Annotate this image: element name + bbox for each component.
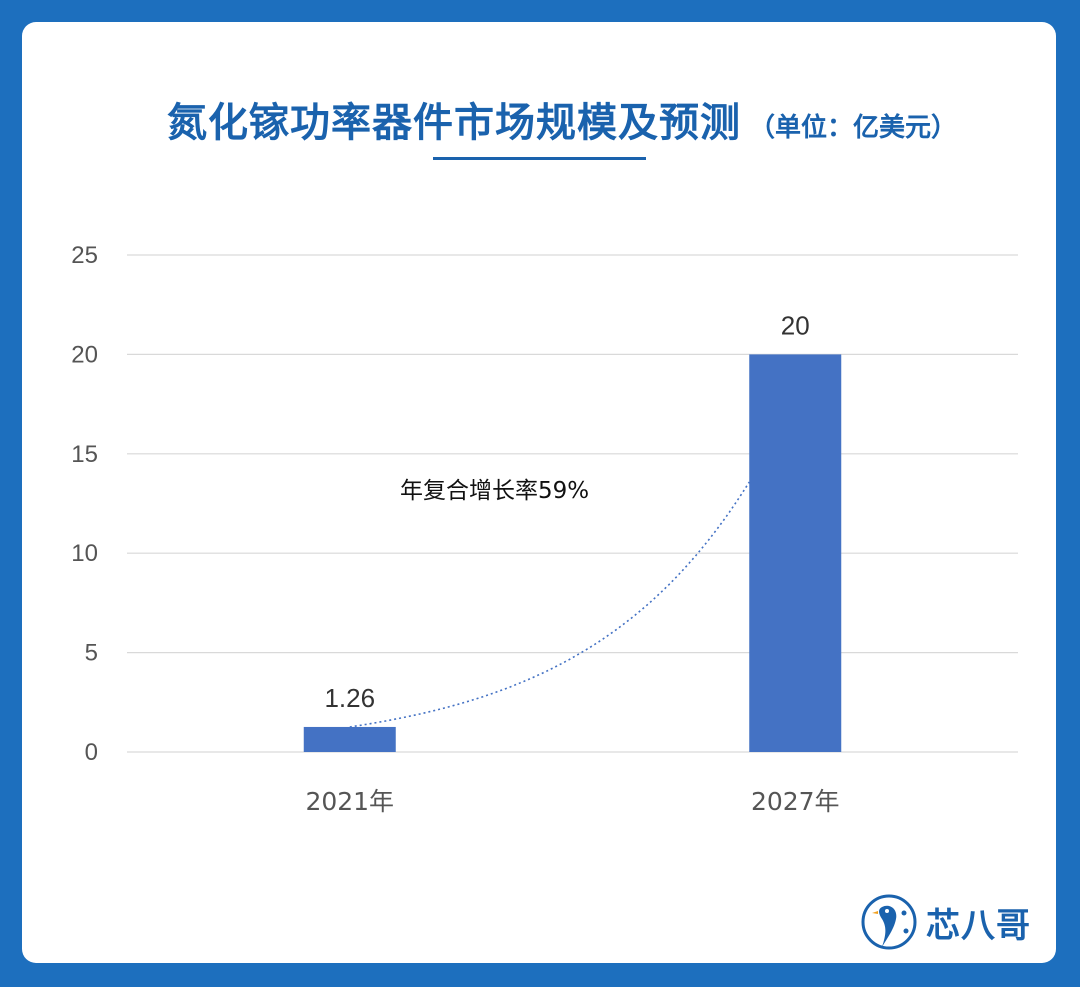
x-tick-label: 2027年 <box>751 787 840 816</box>
title-underline <box>433 157 646 160</box>
bar-chart: 0 5 10 15 20 25 1.26 2021年 20 2027年 年复合增长率59% <box>71 242 1018 816</box>
bar <box>303 726 396 752</box>
chart-unit: （单位：亿美元） <box>749 113 958 143</box>
y-tick-label: 10 <box>71 540 98 567</box>
chart-title-row: 氮化镓功率器件市场规模及预测 （单位：亿美元） <box>167 90 957 148</box>
brand-logo: 芯八哥 <box>860 890 1031 954</box>
y-tick-label: 0 <box>85 739 98 766</box>
x-tick-label: 2021年 <box>305 787 394 816</box>
chart-title: 氮化镓功率器件市场规模及预测 <box>167 100 741 146</box>
bird-logo-icon <box>861 894 917 950</box>
y-tick-label: 20 <box>71 341 98 368</box>
data-label: 1.26 <box>324 683 375 713</box>
y-tick-label: 15 <box>71 441 98 468</box>
bar <box>749 354 842 752</box>
data-label: 20 <box>781 310 810 340</box>
y-tick-label: 5 <box>85 640 98 667</box>
trendline <box>349 481 750 728</box>
chart-card: 氮化镓功率器件市场规模及预测 （单位：亿美元） 0 5 10 15 20 25 1.26 202… <box>22 22 1056 963</box>
cagr-annotation: 年复合增长率59% <box>400 478 589 504</box>
logo-text: 芯八哥 <box>926 905 1031 946</box>
y-tick-label: 25 <box>71 242 98 269</box>
